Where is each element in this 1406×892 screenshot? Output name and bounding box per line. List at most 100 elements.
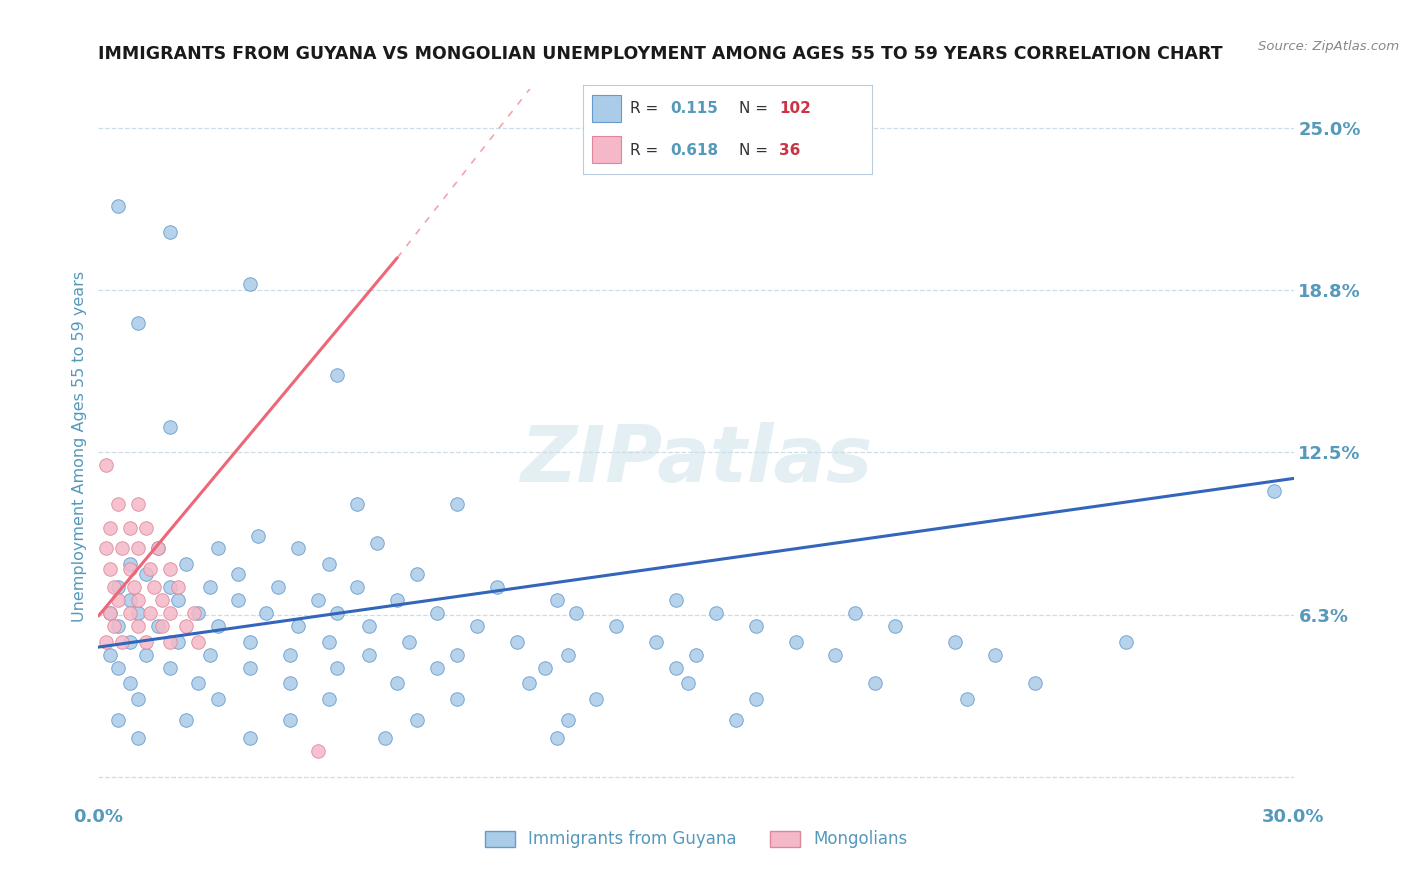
Point — [148, 619, 170, 633]
Point — [446, 692, 468, 706]
Point — [207, 692, 229, 706]
Point — [198, 648, 221, 662]
Point — [745, 692, 768, 706]
Point — [398, 635, 420, 649]
Point — [557, 713, 579, 727]
Point — [103, 581, 125, 595]
Text: ZIPatlas: ZIPatlas — [520, 422, 872, 499]
Point — [120, 593, 142, 607]
Point — [278, 648, 301, 662]
Point — [167, 593, 190, 607]
Point — [745, 619, 768, 633]
Point — [127, 497, 149, 511]
Point — [207, 619, 229, 633]
Text: Source: ZipAtlas.com: Source: ZipAtlas.com — [1258, 40, 1399, 54]
Point — [565, 607, 588, 621]
Point — [318, 635, 340, 649]
Point — [676, 676, 699, 690]
Point — [159, 419, 181, 434]
Point — [943, 635, 966, 649]
Point — [785, 635, 807, 649]
Point — [1263, 484, 1285, 499]
Point — [187, 607, 209, 621]
Point — [150, 593, 173, 607]
Bar — [592, 136, 621, 163]
Point — [127, 619, 149, 633]
Point — [107, 581, 129, 595]
Point — [226, 567, 249, 582]
Point — [174, 557, 197, 571]
Point — [318, 557, 340, 571]
Point — [98, 562, 122, 576]
Text: N =: N = — [740, 143, 773, 158]
Y-axis label: Unemployment Among Ages 55 to 59 years: Unemployment Among Ages 55 to 59 years — [72, 270, 87, 622]
Point — [278, 676, 301, 690]
Text: IMMIGRANTS FROM GUYANA VS MONGOLIAN UNEMPLOYMENT AMONG AGES 55 TO 59 YEARS CORRE: IMMIGRANTS FROM GUYANA VS MONGOLIAN UNEM… — [98, 45, 1223, 62]
Point — [665, 593, 688, 607]
Point — [96, 541, 118, 556]
Point — [120, 607, 142, 621]
Point — [239, 635, 262, 649]
Point — [96, 458, 118, 473]
Point — [287, 619, 309, 633]
Point — [96, 635, 118, 649]
Point — [174, 619, 197, 633]
Point — [844, 607, 866, 621]
Point — [1115, 635, 1137, 649]
Text: R =: R = — [630, 101, 662, 116]
Point — [863, 676, 886, 690]
Point — [446, 648, 468, 662]
Point — [645, 635, 668, 649]
Point — [207, 541, 229, 556]
Point — [139, 562, 162, 576]
Point — [533, 661, 555, 675]
Point — [127, 692, 149, 706]
Point — [120, 521, 142, 535]
Point — [318, 692, 340, 706]
Point — [107, 497, 129, 511]
Point — [326, 661, 349, 675]
Point — [406, 567, 429, 582]
Point — [98, 648, 122, 662]
Point — [135, 648, 157, 662]
Point — [246, 528, 269, 542]
Point — [956, 692, 979, 706]
Point — [557, 648, 579, 662]
Point — [135, 635, 157, 649]
Point — [148, 541, 170, 556]
Point — [724, 713, 747, 727]
Point — [374, 731, 396, 745]
Point — [135, 521, 157, 535]
Point — [426, 661, 449, 675]
Point — [120, 635, 142, 649]
Point — [107, 713, 129, 727]
Point — [326, 607, 349, 621]
Point — [267, 581, 290, 595]
Point — [159, 661, 181, 675]
Point — [326, 368, 349, 382]
Point — [135, 567, 157, 582]
Point — [307, 744, 329, 758]
Text: R =: R = — [630, 143, 662, 158]
Point — [143, 581, 166, 595]
Text: 0.115: 0.115 — [671, 101, 718, 116]
Point — [704, 607, 727, 621]
Point — [124, 581, 146, 595]
Point — [824, 648, 846, 662]
Point — [605, 619, 627, 633]
Point — [107, 593, 129, 607]
Point — [98, 607, 122, 621]
Point — [546, 731, 568, 745]
Point — [111, 541, 134, 556]
Point — [148, 541, 170, 556]
Point — [127, 607, 149, 621]
Point — [517, 676, 540, 690]
Point — [239, 731, 262, 745]
Point — [183, 607, 205, 621]
Point — [159, 225, 181, 239]
Point — [366, 536, 388, 550]
Point — [159, 635, 181, 649]
Text: 0.618: 0.618 — [671, 143, 718, 158]
Point — [198, 581, 221, 595]
Point — [98, 607, 122, 621]
